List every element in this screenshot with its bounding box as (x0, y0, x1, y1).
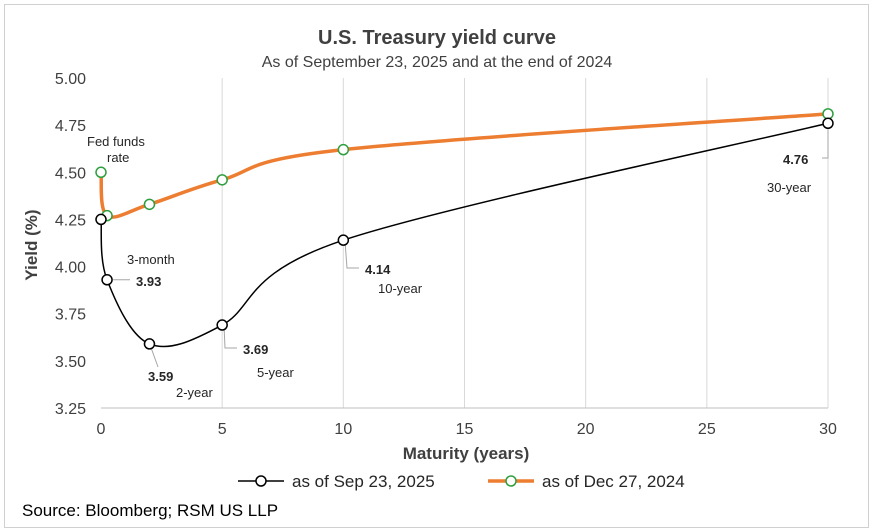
x-tick-label: 10 (334, 421, 352, 438)
data-label-2-year: 3.59 (148, 369, 173, 384)
five-year-label: 5-year (257, 365, 295, 380)
y-tick-label: 4.75 (55, 118, 86, 135)
y-tick-label: 3.75 (55, 307, 86, 324)
series-line-2025 (100, 122, 829, 348)
leader-line-1 (151, 348, 159, 368)
data-label-10-year: 4.14 (365, 262, 391, 277)
data-point-2025-5 (822, 117, 834, 130)
thirty-year-label: 30-year (767, 180, 812, 195)
leader-line-2 (223, 329, 237, 349)
data-point-2025-1 (101, 274, 113, 286)
series-layer (95, 108, 834, 350)
data-point-2024-2 (143, 198, 156, 211)
data-point-2024-3 (216, 174, 228, 186)
data-point-2024-4 (337, 143, 350, 156)
legend-label-2024: as of Dec 27, 2024 (542, 472, 685, 491)
legend-marker-2025 (255, 475, 267, 487)
x-tick-label: 0 (97, 421, 106, 438)
data-point-2025-4 (337, 234, 350, 246)
chart-frame (4, 4, 869, 528)
data-point-2024-0 (95, 166, 107, 179)
chart-subtitle: As of September 23, 2025 and at the end … (262, 54, 613, 71)
data-label-3-month: 3.93 (136, 274, 161, 289)
source-note: Source: Bloomberg; RSM US LLP (22, 501, 278, 520)
data-label-30-year: 4.76 (783, 152, 808, 167)
fed-funds-label-line2: rate (107, 150, 129, 165)
ten-year-label: 10-year (378, 281, 423, 296)
data-point-2025-0 (95, 213, 107, 226)
x-tick-labels: 0 5 10 15 20 25 30 (97, 421, 837, 438)
data-point-2025-2 (143, 338, 156, 350)
y-tick-label: 5.00 (55, 71, 86, 88)
x-tick-label: 20 (577, 421, 595, 438)
data-point-2024-5 (822, 108, 834, 120)
y-tick-label: 3.25 (55, 401, 86, 418)
y-tick-labels: 3.25 3.50 3.75 4.00 4.25 4.50 4.75 5.00 (55, 71, 86, 418)
three-month-label: 3-month (127, 252, 175, 267)
legend-label-2025: as of Sep 23, 2025 (292, 472, 435, 491)
x-tick-label: 15 (456, 421, 474, 438)
x-axis-title: Maturity (years) (403, 444, 530, 463)
y-tick-label: 4.00 (55, 260, 86, 277)
x-tick-label: 30 (819, 421, 837, 438)
annotation-leader-lines (113, 129, 829, 368)
x-tick-label: 5 (218, 421, 227, 438)
y-tick-label: 3.50 (55, 354, 86, 371)
y-tick-label: 4.50 (55, 165, 86, 182)
fed-funds-label-line1: Fed funds (87, 134, 145, 149)
legend: as of Sep 23, 2025 as of Dec 27, 2024 (238, 472, 685, 491)
x-tick-label: 25 (698, 421, 716, 438)
two-year-label: 2-year (176, 385, 214, 400)
chart-title: U.S. Treasury yield curve (318, 27, 556, 49)
y-tick-label: 4.25 (55, 212, 86, 229)
y-axis-title: Yield (%) (22, 209, 41, 280)
leader-line-3 (344, 245, 359, 269)
gridlines (221, 78, 829, 408)
leader-line-4 (822, 129, 829, 159)
data-point-2025-3 (216, 319, 228, 331)
legend-marker-2024 (505, 475, 517, 487)
data-label-5-year: 3.69 (243, 342, 268, 357)
